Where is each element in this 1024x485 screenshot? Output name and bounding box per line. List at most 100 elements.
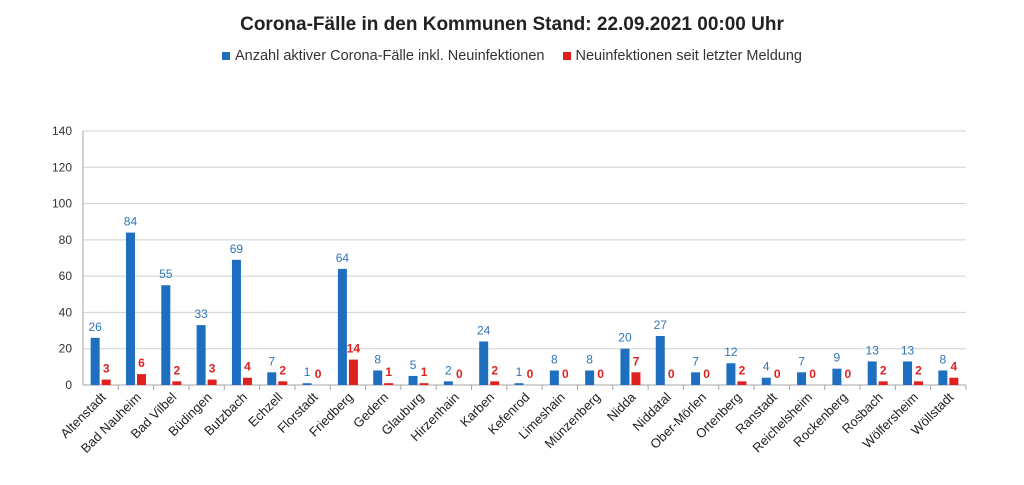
data-label-active: 8: [374, 352, 381, 366]
data-label-new: 4: [950, 360, 957, 374]
legend-item-active-cases: Anzahl aktiver Corona-Fälle inkl. Neuinf…: [222, 48, 545, 64]
bar-active: [655, 336, 665, 385]
bar-new: [737, 381, 747, 385]
bar-active: [161, 285, 171, 385]
bar-active: [903, 361, 913, 385]
data-label-new: 0: [315, 367, 322, 381]
data-label-active: 12: [724, 345, 738, 359]
data-label-active: 13: [901, 343, 915, 357]
bar-active: [797, 372, 807, 385]
data-label-active: 8: [551, 352, 558, 366]
data-label-active: 1: [304, 365, 311, 379]
data-label-new: 0: [845, 367, 852, 381]
bar-active: [231, 259, 241, 385]
data-label-active: 69: [230, 242, 244, 256]
data-label-active: 7: [268, 354, 275, 368]
bar-active: [549, 370, 559, 385]
bar-active: [90, 337, 100, 385]
data-label-new: 0: [527, 367, 534, 381]
data-label-new: 2: [491, 363, 498, 377]
bar-new: [878, 381, 888, 385]
legend-swatch-active: [222, 52, 230, 60]
data-label-active: 8: [939, 352, 946, 366]
y-tick-label: 20: [59, 342, 73, 356]
bar-active: [479, 341, 489, 385]
data-label-new: 0: [597, 367, 604, 381]
y-tick-label: 100: [52, 197, 72, 211]
bar-new: [242, 377, 252, 385]
y-tick-label: 60: [59, 269, 73, 283]
y-tick-label: 80: [59, 233, 73, 247]
data-label-new: 2: [880, 363, 887, 377]
data-label-new: 1: [385, 365, 392, 379]
data-label-active: 4: [763, 360, 770, 374]
data-label-active: 1: [516, 365, 523, 379]
legend-label-new: Neuinfektionen seit letzter Meldung: [575, 48, 803, 64]
data-label-active: 64: [336, 251, 350, 265]
bar-active: [938, 370, 948, 385]
bar-active: [726, 363, 736, 385]
bar-active: [302, 383, 312, 385]
y-tick-label: 40: [59, 305, 73, 319]
data-label-new: 2: [279, 363, 286, 377]
data-label-active: 5: [410, 358, 417, 372]
bar-active: [761, 377, 771, 385]
data-label-new: 4: [244, 360, 251, 374]
y-tick-label: 140: [52, 124, 72, 138]
data-label-active: 7: [798, 354, 805, 368]
bar-active: [337, 268, 347, 385]
data-label-active: 27: [654, 318, 668, 332]
bar-active: [125, 232, 135, 385]
data-label-new: 2: [173, 363, 180, 377]
data-label-new: 3: [209, 362, 216, 376]
y-tick-label: 120: [52, 160, 72, 174]
bar-new: [949, 377, 959, 385]
bar-new: [278, 381, 288, 385]
bar-active: [585, 370, 595, 385]
bar-active: [514, 383, 524, 385]
legend-item-new-infections: Neuinfektionen seit letzter Meldung: [562, 48, 803, 64]
data-label-new: 1: [421, 365, 428, 379]
data-label-active: 20: [618, 331, 632, 345]
bar-new: [172, 381, 182, 385]
data-label-active: 8: [586, 352, 593, 366]
bar-new: [348, 359, 358, 385]
legend-swatch-new: [562, 52, 571, 60]
bar-active: [408, 375, 418, 385]
data-label-active: 84: [124, 215, 138, 229]
data-label-new: 0: [668, 367, 675, 381]
data-label-active: 55: [159, 267, 173, 281]
data-label-active: 7: [692, 354, 699, 368]
bar-new: [419, 383, 429, 385]
bar-active: [373, 370, 383, 385]
bar-new: [136, 374, 146, 385]
legend: Anzahl aktiver Corona-Fälle inkl. Neuinf…: [0, 48, 1024, 64]
bar-active: [196, 325, 206, 385]
bar-active: [867, 361, 877, 385]
data-label-new: 0: [774, 367, 781, 381]
bar-new: [914, 381, 924, 385]
bar-new: [631, 372, 641, 385]
chart-title: Corona-Fälle in den Kommunen Stand: 22.0…: [240, 14, 784, 35]
bar-new: [207, 379, 217, 385]
legend-label-active: Anzahl aktiver Corona-Fälle inkl. Neuinf…: [235, 48, 545, 64]
bar-active: [832, 368, 842, 385]
data-label-active: 33: [194, 307, 208, 321]
data-label-new: 0: [456, 367, 463, 381]
data-label-active: 2: [445, 363, 452, 377]
bar-new: [490, 381, 500, 385]
data-label-new: 2: [915, 363, 922, 377]
data-label-new: 14: [347, 342, 361, 356]
bar-active: [443, 381, 453, 385]
y-tick-label: 0: [65, 378, 72, 392]
data-label-active: 24: [477, 323, 491, 337]
bar-active: [691, 372, 701, 385]
bar-new: [384, 383, 394, 385]
data-label-new: 0: [703, 367, 710, 381]
bar-active: [620, 348, 630, 385]
data-label-new: 6: [138, 356, 145, 370]
data-label-new: 0: [562, 367, 569, 381]
bar-new: [101, 379, 111, 385]
data-label-active: 9: [834, 351, 841, 365]
